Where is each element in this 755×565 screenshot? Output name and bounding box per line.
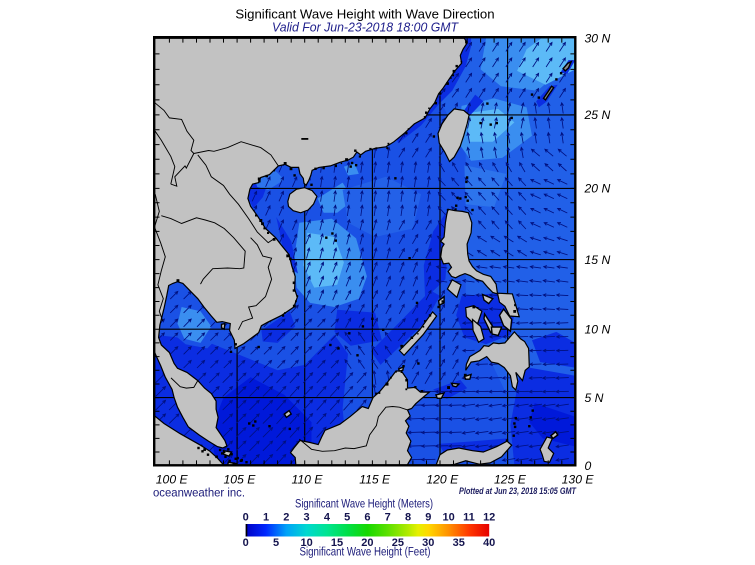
svg-text:Significant Wave Height (Meter: Significant Wave Height (Meters): [295, 497, 433, 511]
svg-text:20: 20: [361, 537, 373, 549]
svg-text:35: 35: [453, 537, 465, 549]
svg-text:0: 0: [585, 459, 592, 473]
svg-text:5: 5: [273, 537, 279, 549]
svg-text:10: 10: [300, 537, 312, 549]
svg-text:2: 2: [283, 512, 289, 524]
svg-text:10: 10: [442, 512, 454, 524]
svg-text:15: 15: [331, 537, 343, 549]
svg-text:4: 4: [324, 512, 331, 524]
svg-text:0: 0: [243, 537, 249, 549]
svg-text:20 N: 20 N: [584, 182, 611, 196]
svg-text:125 E: 125 E: [494, 473, 527, 487]
svg-text:110 E: 110 E: [292, 473, 324, 487]
svg-text:3: 3: [304, 512, 310, 524]
svg-text:6: 6: [364, 512, 370, 524]
svg-text:Plotted at Jun 23, 2018 15:05: Plotted at Jun 23, 2018 15:05 GMT: [459, 486, 577, 496]
svg-text:0: 0: [243, 512, 249, 524]
svg-text:10 N: 10 N: [585, 323, 611, 337]
svg-text:9: 9: [425, 512, 431, 524]
svg-text:30: 30: [422, 537, 434, 549]
svg-text:105 E: 105 E: [223, 473, 256, 487]
svg-text:25: 25: [392, 537, 404, 549]
svg-text:30 N: 30 N: [585, 32, 611, 46]
svg-text:120 E: 120 E: [426, 473, 459, 487]
svg-text:8: 8: [405, 512, 411, 524]
svg-text:100 E: 100 E: [156, 473, 189, 487]
svg-text:11: 11: [463, 512, 475, 524]
svg-text:5 N: 5 N: [585, 391, 604, 405]
svg-text:5: 5: [344, 512, 350, 524]
svg-text:12: 12: [483, 512, 495, 524]
svg-text:40: 40: [483, 537, 495, 549]
svg-text:115 E: 115 E: [359, 473, 391, 487]
svg-text:7: 7: [385, 512, 391, 524]
svg-text:Valid For Jun-23-2018 18:00 GM: Valid For Jun-23-2018 18:00 GMT: [272, 21, 459, 35]
svg-text:Significant Wave Height (Feet): Significant Wave Height (Feet): [300, 545, 431, 559]
svg-text:Significant Wave Height with W: Significant Wave Height with Wave Direct…: [235, 7, 494, 22]
svg-text:oceanweather inc.: oceanweather inc.: [153, 486, 245, 500]
svg-text:1: 1: [263, 512, 269, 524]
svg-text:15 N: 15 N: [585, 253, 611, 267]
svg-text:130 E: 130 E: [562, 473, 595, 487]
svg-text:25 N: 25 N: [584, 108, 611, 122]
